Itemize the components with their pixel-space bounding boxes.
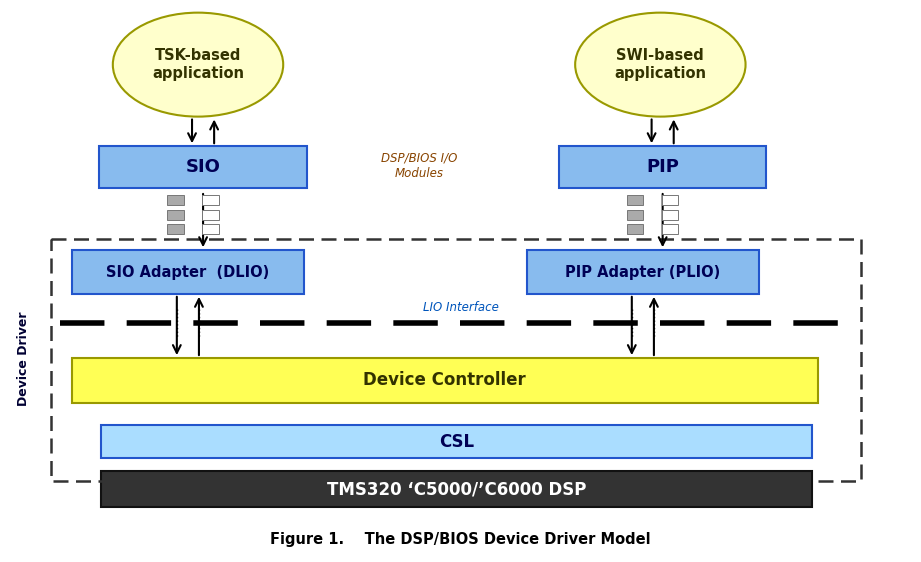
Text: TMS320 ‘C5000/’C6000 DSP: TMS320 ‘C5000/’C6000 DSP [327,480,587,498]
Bar [51,239,861,481]
Text: Device Driver: Device Driver [17,311,29,406]
Ellipse shape [575,12,746,117]
Bar [527,250,759,294]
Bar [661,195,678,205]
Bar [626,195,643,205]
Bar [626,224,643,234]
Bar [168,195,183,205]
Bar [168,210,183,220]
Bar [168,224,183,234]
Bar [101,425,812,458]
Text: SIO Adapter  (DLIO): SIO Adapter (DLIO) [106,265,270,279]
Text: LIO Interface: LIO Interface [423,301,498,314]
Bar [203,224,219,234]
Text: CSL: CSL [439,433,474,451]
Ellipse shape [112,12,284,117]
Text: PIP: PIP [647,158,679,176]
Text: Device Controller: Device Controller [364,371,526,389]
Bar [626,210,643,220]
Bar [72,358,818,403]
Text: SIO: SIO [186,158,220,176]
Bar [559,146,766,188]
Bar [661,210,678,220]
Text: TSK-based
application: TSK-based application [152,48,244,81]
Bar [99,146,307,188]
Bar [203,195,219,205]
Text: PIP Adapter (PLIO): PIP Adapter (PLIO) [565,265,720,279]
Text: DSP/BIOS I/O
Modules: DSP/BIOS I/O Modules [381,152,457,180]
Bar [72,250,304,294]
Text: SWI-based
application: SWI-based application [614,48,706,81]
Bar [203,210,219,220]
Bar [661,224,678,234]
Bar [101,471,812,507]
Text: Figure 1.    The DSP/BIOS Device Driver Model: Figure 1. The DSP/BIOS Device Driver Mod… [270,532,651,547]
